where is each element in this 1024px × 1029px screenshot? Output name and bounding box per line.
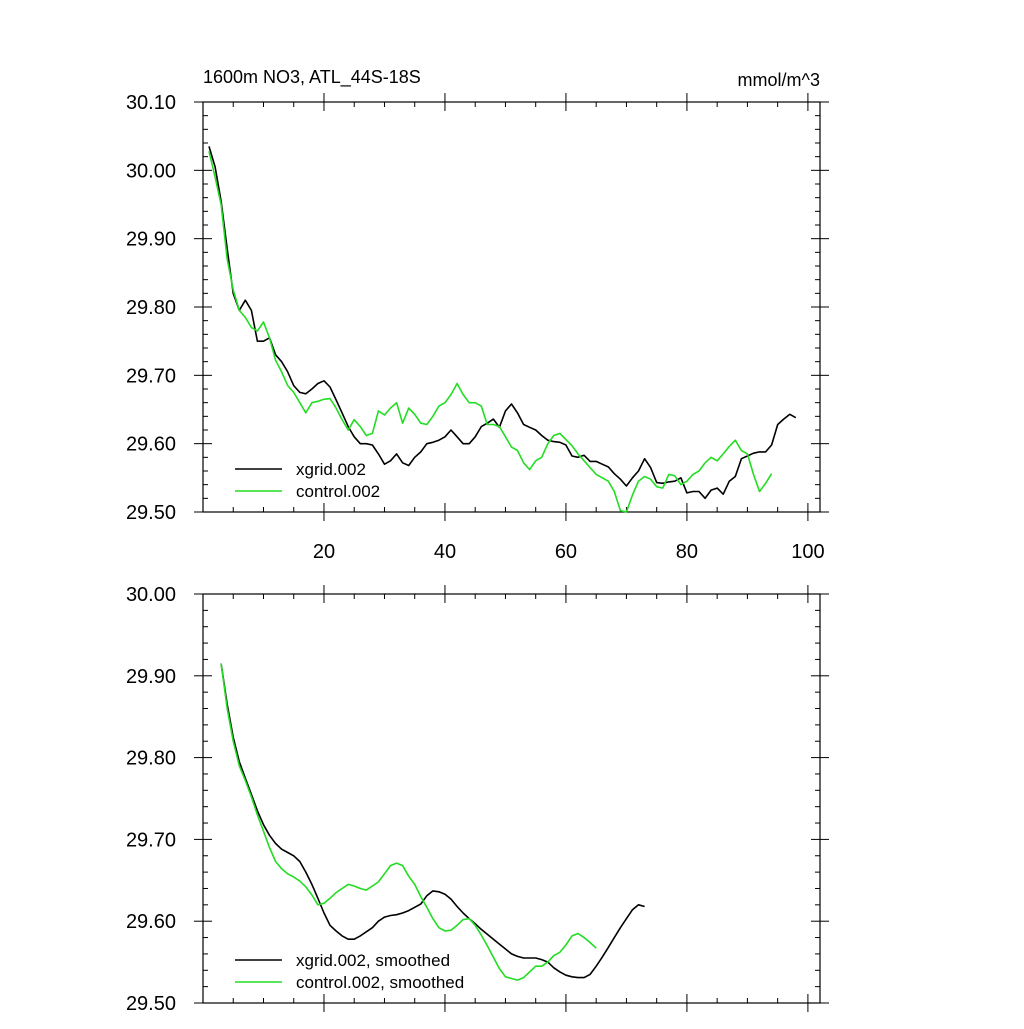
series-line-control [208, 151, 773, 513]
x-tick-label: 60 [555, 541, 577, 563]
y-tick-label: 29.90 [126, 229, 176, 251]
legend-label: xgrid.002 [296, 460, 366, 479]
panel-2: 29.50 29.60 29.70 29.80 29.90 30.00 xgrid.002,… [126, 584, 829, 1015]
y-tick-label: 29.70 [126, 365, 176, 387]
y-tick-label: 30.10 [126, 92, 176, 114]
plot-frame [202, 101, 821, 513]
x-tick-label: 80 [676, 541, 698, 563]
y-tick-label: 30.00 [126, 584, 176, 606]
x-tick-label: 40 [434, 541, 456, 563]
plot-frame [202, 593, 821, 1004]
chart-title: 1600m NO3, ATL_44S-18S [203, 67, 421, 88]
y-tick-label: 29.60 [126, 911, 176, 933]
legend-label: control.002, smoothed [296, 973, 464, 992]
y-tick-label: 30.00 [126, 160, 176, 182]
series-line-xgrid [220, 663, 645, 979]
panel-1: 20 40 60 80 100 29.50 29.60 29.70 29.80 29.90 30.0… [126, 92, 829, 563]
x-tick-label: 20 [313, 541, 335, 563]
y-tick-label: 29.70 [126, 829, 176, 851]
y-tick-label: 29.50 [126, 502, 176, 524]
y-tick-label: 29.80 [126, 297, 176, 319]
legend-label: control.002 [296, 482, 380, 501]
legend-label: xgrid.002, smoothed [296, 951, 450, 970]
chart-units: mmol/m^3 [738, 70, 820, 90]
series-line-control [220, 663, 597, 981]
x-tick-label: 100 [791, 541, 824, 563]
y-tick-label: 29.60 [126, 434, 176, 456]
series-line-xgrid [208, 146, 797, 500]
y-tick-label: 29.50 [126, 993, 176, 1015]
y-tick-label: 29.80 [126, 748, 176, 770]
y-tick-label: 29.90 [126, 666, 176, 688]
